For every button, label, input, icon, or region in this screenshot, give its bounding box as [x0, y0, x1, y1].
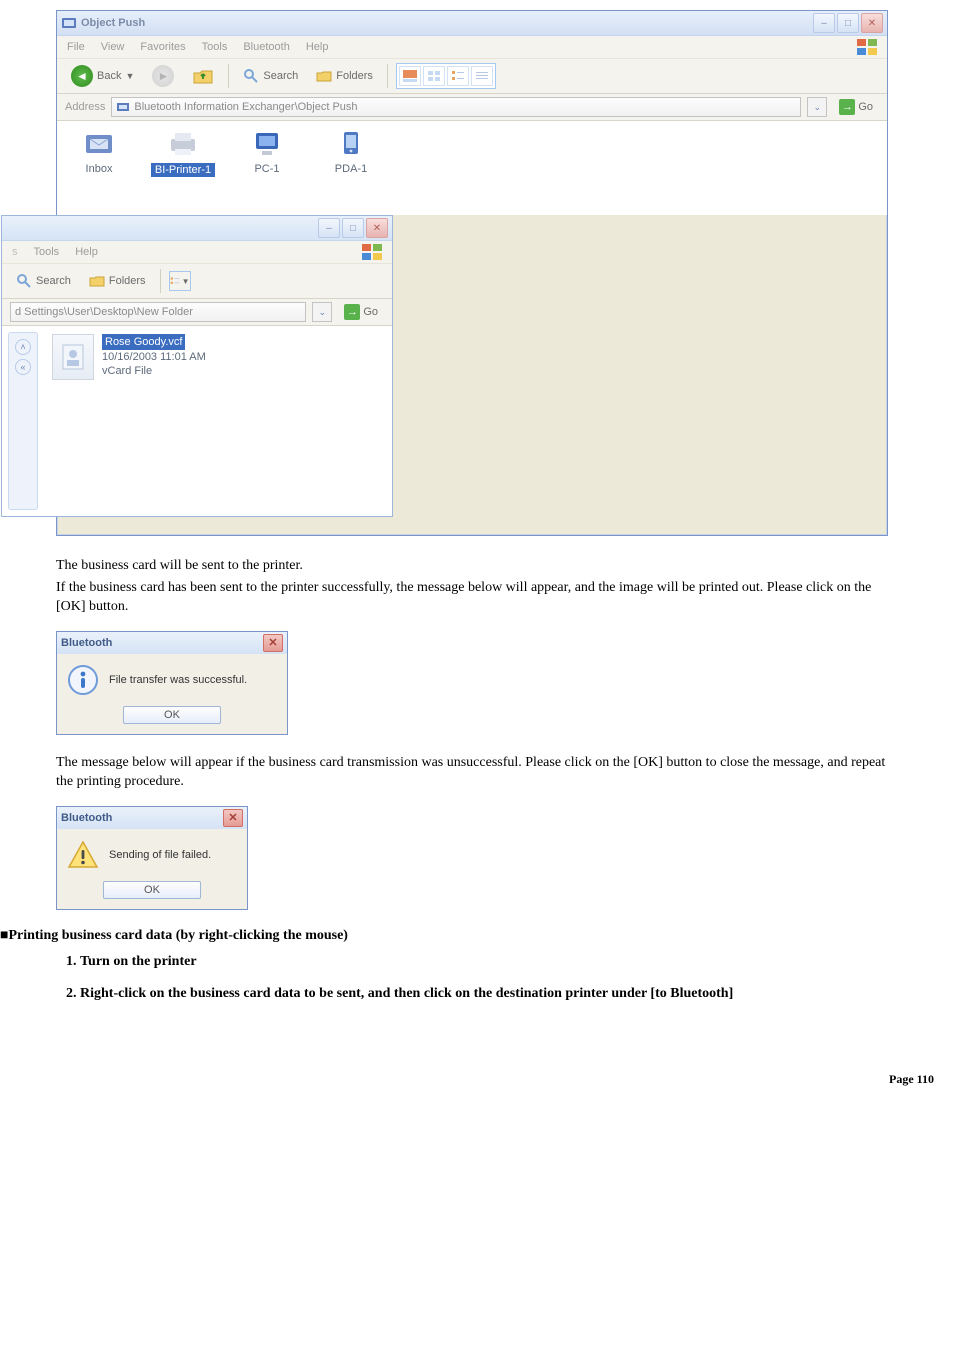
sub-go-button[interactable]: → Go [338, 303, 384, 321]
sub-address-dropdown[interactable]: ⌄ [312, 302, 332, 322]
step-item: Turn on the printer [80, 954, 954, 970]
address-bar: Address Bluetooth Information Exchanger\… [57, 94, 887, 121]
sub-search-button[interactable]: Search [10, 271, 77, 291]
address-path: Bluetooth Information Exchanger\Object P… [134, 101, 357, 113]
address-dropdown[interactable]: ⌄ [807, 97, 827, 117]
paragraph: The message below will appear if the bus… [56, 753, 898, 792]
menubar: File View Favorites Tools Bluetooth Help [57, 36, 887, 58]
success-dialog: Bluetooth ✕ File transfer was successful… [56, 631, 288, 735]
sub-view-button[interactable]: ▼ [169, 271, 191, 291]
file-name: Rose Goody.vcf [102, 334, 185, 350]
device-inbox[interactable]: Inbox [57, 129, 141, 199]
folders-label: Folders [336, 70, 373, 82]
view-filmstrip[interactable] [399, 66, 421, 86]
search-icon [243, 68, 259, 84]
dialog-close-button[interactable]: ✕ [223, 809, 243, 827]
device-label: PDA-1 [335, 163, 367, 175]
page-number: Page 110 [0, 1072, 934, 1087]
titlebar[interactable]: Object Push ‒ □ ✕ [57, 11, 887, 36]
up-button[interactable] [186, 63, 220, 89]
folders-button[interactable]: Folders [310, 66, 379, 86]
go-label: Go [858, 101, 873, 113]
search-label: Search [263, 70, 298, 82]
sub-address-input[interactable]: d Settings\User\Desktop\New Folder [10, 302, 306, 322]
sub-maximize-button[interactable]: □ [342, 218, 364, 238]
forward-icon: ► [152, 65, 174, 87]
window-title: Object Push [81, 17, 145, 29]
menu-bluetooth[interactable]: Bluetooth [243, 41, 289, 53]
dialog-message: Sending of file failed. [109, 849, 211, 861]
dialog-message: File transfer was successful. [109, 674, 247, 686]
chevron-up-icon: ˄ [15, 339, 31, 355]
sub-folders-button[interactable]: Folders [83, 271, 152, 291]
menu-favorites[interactable]: Favorites [140, 41, 185, 53]
view-list[interactable] [471, 66, 493, 86]
sub-menu-tools[interactable]: Tools [34, 246, 60, 258]
device-label: BI-Printer-1 [151, 163, 215, 177]
view-tiles[interactable] [447, 66, 469, 86]
paragraph: If the business card has been sent to th… [56, 578, 898, 617]
vcard-file-item[interactable]: Rose Goody.vcf 10/16/2003 11:01 AM vCard… [44, 326, 214, 516]
device-label: Inbox [86, 163, 113, 175]
device-printer[interactable]: BI-Printer-1 [141, 129, 225, 199]
folders-icon [316, 68, 332, 84]
file-type: vCard File [102, 365, 152, 377]
folder-up-icon [192, 65, 214, 87]
address-icon [116, 100, 130, 114]
search-button[interactable]: Search [237, 66, 304, 86]
file-date: 10/16/2003 11:01 AM [102, 351, 206, 363]
menu-view[interactable]: View [101, 41, 125, 53]
menu-tools[interactable]: Tools [202, 41, 228, 53]
section-heading: ■Printing business card data (by right-c… [0, 928, 954, 944]
new-folder-window: ‒ □ ✕ s Tools Help Search [1, 215, 393, 517]
device-pda[interactable]: PDA-1 [309, 129, 393, 199]
sub-close-button[interactable]: ✕ [366, 218, 388, 238]
ok-button[interactable]: OK [123, 706, 221, 724]
ok-button[interactable]: OK [103, 881, 201, 899]
windows-flag-icon [857, 39, 877, 55]
view-thumbnails[interactable] [423, 66, 445, 86]
vcard-icon [52, 334, 94, 380]
object-push-window: Object Push ‒ □ ✕ File View Favorites To… [56, 10, 888, 536]
device-label: PC-1 [254, 163, 279, 175]
go-arrow-icon: → [839, 99, 855, 115]
forward-button[interactable]: ► [146, 63, 180, 89]
address-label: Address [65, 101, 105, 113]
app-icon [61, 15, 77, 31]
device-pc[interactable]: PC-1 [225, 129, 309, 199]
step-item: Right-click on the business card data to… [80, 986, 954, 1002]
maximize-button[interactable]: □ [837, 13, 859, 33]
dialog-title: Bluetooth [61, 812, 112, 824]
collapse-icon[interactable]: « [15, 359, 31, 375]
back-label: Back [97, 70, 121, 82]
warning-icon [67, 839, 99, 871]
dialog-title: Bluetooth [61, 637, 112, 649]
close-button[interactable]: ✕ [861, 13, 883, 33]
back-icon: ◄ [71, 65, 93, 87]
windows-flag-icon [362, 244, 382, 260]
viewmode-group [396, 63, 496, 89]
minimize-button[interactable]: ‒ [813, 13, 835, 33]
sub-minimize-button[interactable]: ‒ [318, 218, 340, 238]
paragraph: The business card will be sent to the pr… [56, 556, 898, 576]
menu-file[interactable]: File [67, 41, 85, 53]
fail-dialog: Bluetooth ✕ Sending of file failed. OK [56, 806, 248, 910]
device-list: Inbox BI-Printer-1 PC-1 PDA-1 [57, 121, 887, 215]
go-button[interactable]: → Go [833, 98, 879, 116]
address-input[interactable]: Bluetooth Information Exchanger\Object P… [111, 97, 801, 117]
info-icon [67, 664, 99, 696]
back-button[interactable]: ◄ Back ▼ [65, 63, 140, 89]
menu-help[interactable]: Help [306, 41, 329, 53]
dialog-close-button[interactable]: ✕ [263, 634, 283, 652]
side-panel-handle[interactable]: ˄ « [8, 332, 38, 510]
toolbar: ◄ Back ▼ ► Search Folders [57, 58, 887, 94]
sub-menu-help[interactable]: Help [75, 246, 98, 258]
